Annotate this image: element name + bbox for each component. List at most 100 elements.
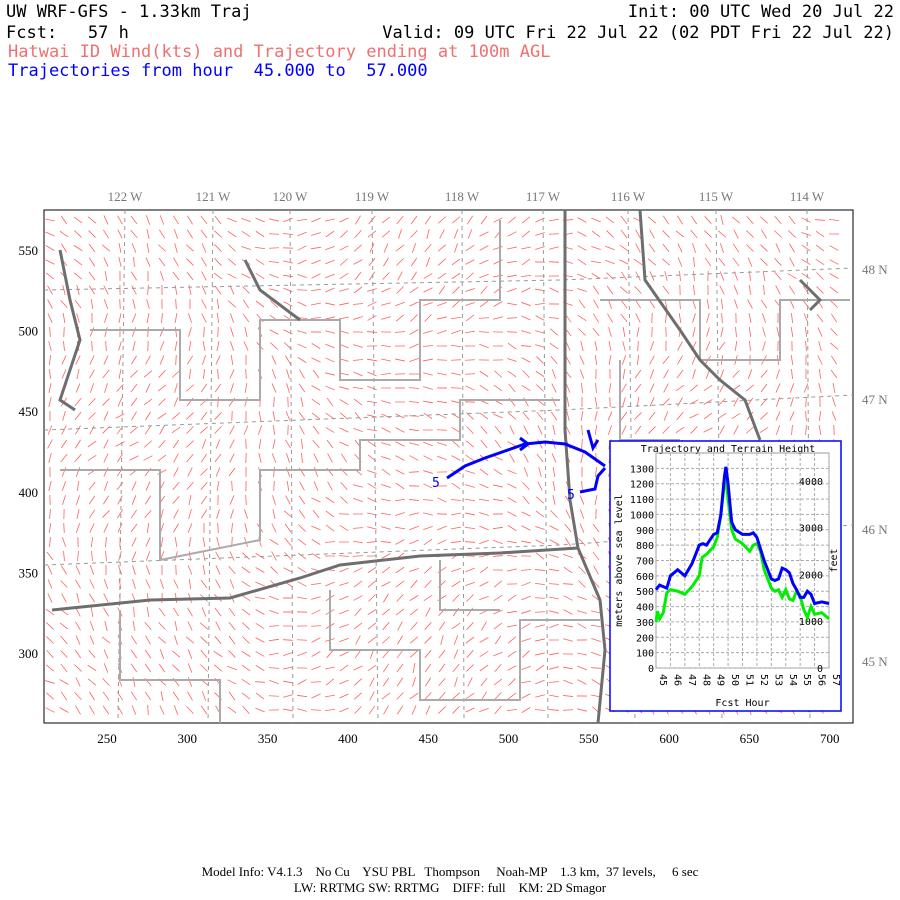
wind-barb bbox=[619, 259, 629, 265]
wind-barb bbox=[436, 400, 448, 404]
wind-barb bbox=[175, 354, 177, 366]
wind-barb bbox=[115, 413, 125, 419]
wind-barb bbox=[47, 285, 53, 295]
wind-barb bbox=[241, 692, 251, 700]
wind-barb bbox=[521, 330, 531, 334]
wind-barb bbox=[591, 245, 601, 251]
wind-barb bbox=[174, 536, 178, 548]
wind-barb bbox=[352, 527, 364, 529]
wind-barb bbox=[466, 664, 474, 672]
wind-barb bbox=[605, 259, 615, 265]
wind-barb bbox=[465, 707, 475, 713]
wind-barb bbox=[271, 355, 277, 365]
wind-barb bbox=[338, 555, 350, 557]
wind-barb bbox=[507, 412, 517, 420]
wind-barb bbox=[311, 651, 321, 657]
wind-barb bbox=[521, 540, 531, 544]
wind-barb bbox=[409, 692, 419, 700]
wind-barb bbox=[48, 383, 52, 393]
wind-barb bbox=[592, 579, 600, 589]
wind-barb bbox=[368, 271, 376, 281]
wind-barb bbox=[381, 468, 391, 476]
wind-barb bbox=[397, 271, 403, 281]
latitude-label: 45 N bbox=[862, 654, 888, 669]
wind-barb bbox=[241, 218, 251, 222]
wind-barb bbox=[410, 215, 418, 225]
wind-barb bbox=[549, 610, 559, 614]
wind-barb bbox=[367, 358, 377, 362]
wind-barb bbox=[690, 426, 698, 434]
wind-barb bbox=[174, 341, 178, 351]
inset-y-tick: 500 bbox=[636, 587, 654, 598]
wind-barb bbox=[677, 243, 683, 253]
wind-barb bbox=[479, 566, 489, 574]
wind-barb bbox=[102, 229, 110, 239]
wind-barb bbox=[132, 341, 136, 351]
wind-barb bbox=[535, 624, 545, 628]
wind-barb bbox=[380, 541, 392, 543]
wind-barb bbox=[311, 596, 321, 600]
wind-barb bbox=[493, 316, 503, 320]
wind-barb bbox=[158, 622, 166, 630]
wind-barb bbox=[521, 666, 531, 670]
wind-barb bbox=[424, 649, 432, 659]
wind-barb bbox=[577, 708, 587, 712]
wind-barb bbox=[692, 284, 696, 296]
wind-barb bbox=[187, 565, 193, 575]
wind-barb bbox=[242, 705, 250, 715]
wind-barb bbox=[61, 369, 67, 379]
wind-barb bbox=[227, 230, 237, 238]
wind-barb bbox=[508, 383, 516, 393]
wind-barb bbox=[381, 230, 391, 238]
wind-barb bbox=[228, 691, 236, 701]
wind-barb bbox=[734, 299, 738, 309]
wind-barb bbox=[563, 624, 573, 628]
wind-barb bbox=[703, 427, 713, 433]
wind-barb bbox=[717, 412, 727, 420]
wind-barb bbox=[269, 609, 279, 615]
wind-barb bbox=[507, 302, 517, 306]
wind-barb bbox=[258, 453, 262, 463]
wind-barb bbox=[608, 327, 612, 337]
wind-barb bbox=[325, 259, 335, 265]
wind-barb bbox=[88, 243, 96, 253]
wind-barb bbox=[200, 215, 208, 225]
wind-barb bbox=[677, 257, 683, 267]
wind-barb bbox=[353, 622, 363, 630]
wind-barb bbox=[649, 397, 655, 407]
wind-barb bbox=[493, 413, 503, 419]
x-tick-label: 350 bbox=[258, 731, 278, 746]
wind-barb bbox=[241, 246, 251, 250]
wind-barb bbox=[216, 298, 220, 310]
wind-barb bbox=[636, 397, 640, 407]
wind-barb bbox=[479, 343, 489, 349]
wind-barb bbox=[395, 413, 405, 419]
wind-barb bbox=[325, 273, 335, 279]
wind-barb bbox=[255, 596, 265, 600]
wind-barb bbox=[450, 541, 462, 543]
wind-barb bbox=[815, 230, 825, 238]
wind-barb bbox=[534, 302, 546, 306]
wind-barb bbox=[437, 329, 447, 335]
wind-barb bbox=[146, 229, 150, 239]
wind-barb bbox=[776, 397, 780, 407]
wind-barb bbox=[733, 229, 739, 239]
wind-barb bbox=[424, 314, 432, 322]
wind-barb bbox=[719, 425, 725, 435]
wind-barb bbox=[313, 481, 319, 491]
wind-barb bbox=[549, 666, 559, 670]
wind-barb bbox=[775, 243, 781, 253]
valid-time: Valid: 09 UTC Fri 22 Jul 22 (02 PDT Fri … bbox=[382, 23, 894, 43]
wind-barb bbox=[311, 665, 321, 671]
wind-barb bbox=[272, 495, 276, 505]
inset-x-tick: 52 bbox=[758, 674, 769, 686]
wind-barb bbox=[227, 273, 237, 279]
wind-barb bbox=[75, 383, 81, 393]
wind-barb bbox=[47, 313, 53, 323]
wind-barb bbox=[591, 230, 601, 238]
wind-barb bbox=[201, 285, 207, 295]
longitude-label: 121 W bbox=[196, 189, 232, 204]
wind-barb bbox=[258, 411, 262, 421]
wind-barb bbox=[355, 215, 361, 225]
wind-barb bbox=[88, 649, 96, 659]
